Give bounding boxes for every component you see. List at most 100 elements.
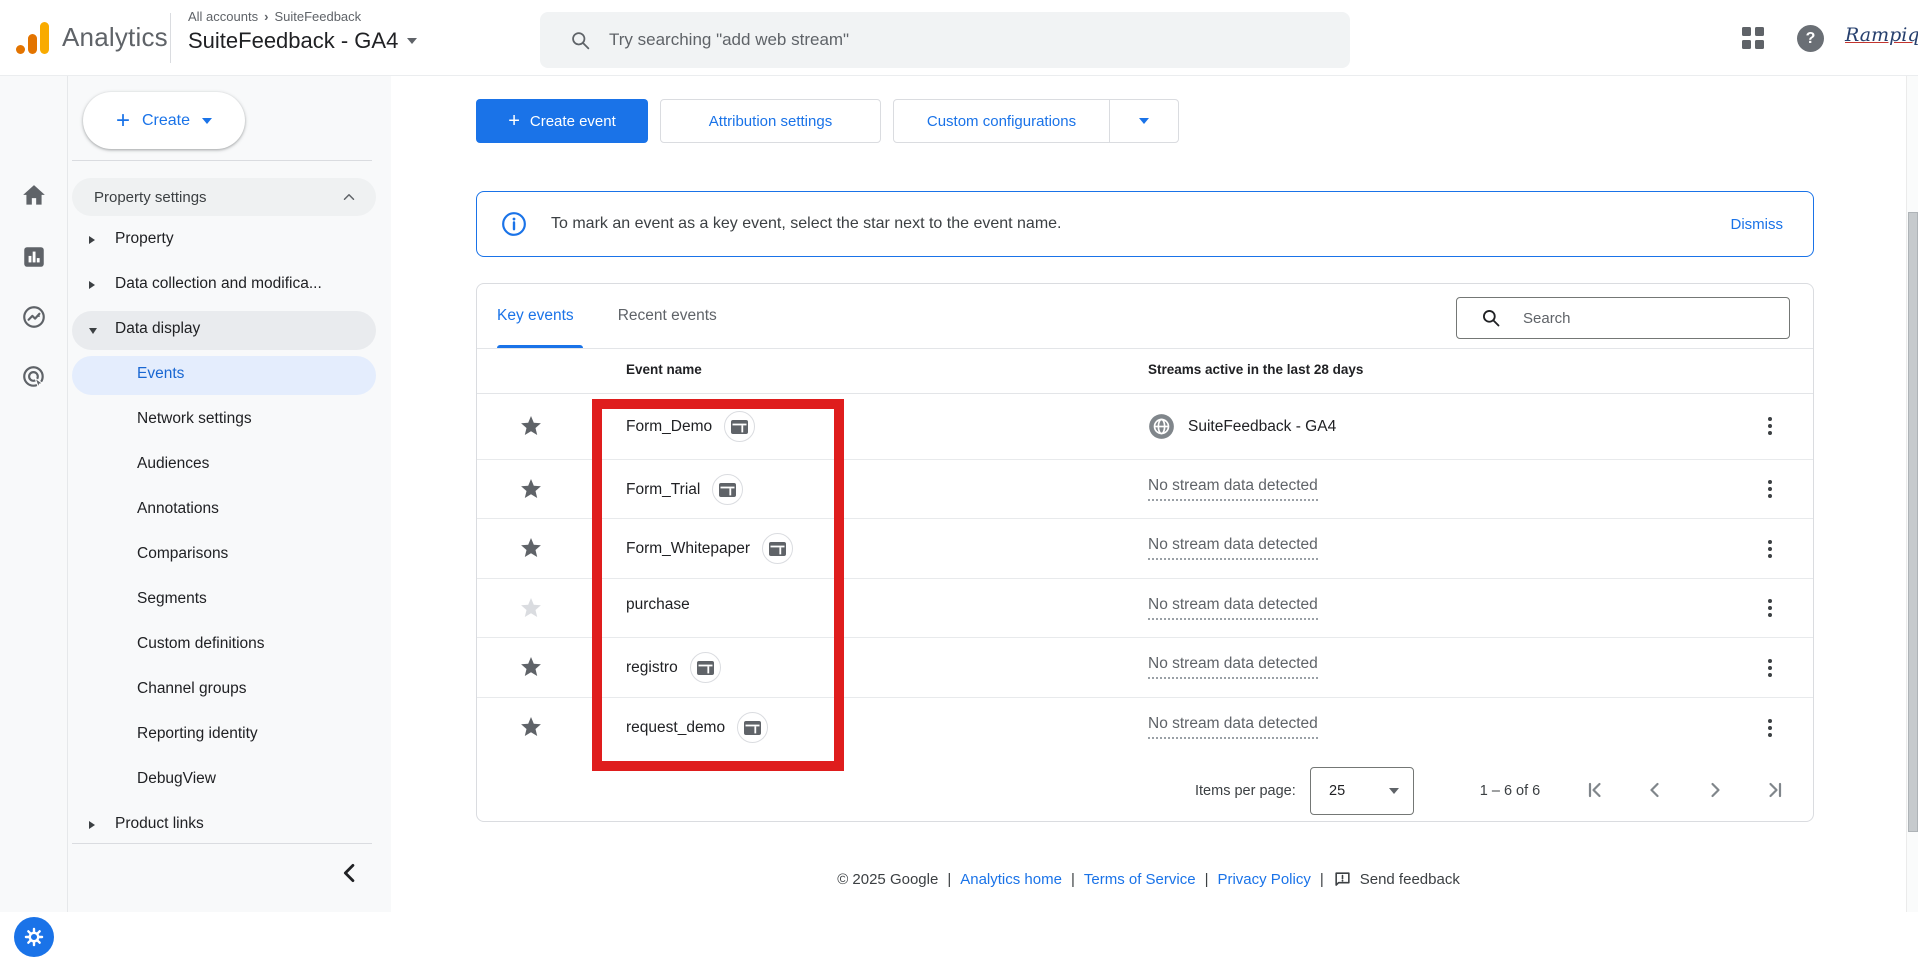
apps-grid-icon[interactable] xyxy=(1742,27,1764,49)
analytics-home-link[interactable]: Analytics home xyxy=(960,870,1062,888)
create-event-button[interactable]: + Create event xyxy=(476,99,648,143)
privacy-policy-link[interactable]: Privacy Policy xyxy=(1217,870,1311,888)
row-menu-button[interactable] xyxy=(1758,656,1782,680)
sidebar-item-annotations[interactable]: Annotations xyxy=(68,488,391,533)
sidebar-item-network-settings[interactable]: Network settings xyxy=(68,398,391,443)
sidebar-item-data-display[interactable]: Data display xyxy=(68,308,391,353)
help-icon[interactable]: ? xyxy=(1797,25,1824,52)
column-streams: Streams active in the last 28 days xyxy=(1148,362,1364,377)
reports-icon[interactable] xyxy=(21,244,47,270)
events-tabs: Key events Recent events xyxy=(497,284,717,348)
last-page-icon[interactable] xyxy=(1763,778,1787,802)
collapse-sidebar-icon[interactable] xyxy=(336,859,364,887)
tab-key-events[interactable]: Key events xyxy=(497,307,574,324)
breadcrumb-account[interactable]: All accounts xyxy=(188,9,259,24)
key-event-star-icon[interactable] xyxy=(519,536,543,560)
table-search[interactable] xyxy=(1456,297,1790,339)
sidebar-item-label: Data display xyxy=(115,320,201,337)
stream-status: No stream data detected xyxy=(1148,596,1318,620)
sidebar-item-segments[interactable]: Segments xyxy=(68,578,391,623)
stream-name: SuiteFeedback - GA4 xyxy=(1188,417,1337,435)
custom-configurations-button[interactable]: Custom configurations xyxy=(894,100,1110,142)
row-menu-button[interactable] xyxy=(1758,596,1782,620)
previous-page-icon[interactable] xyxy=(1643,778,1667,802)
sidebar-item-comparisons[interactable]: Comparisons xyxy=(68,533,391,578)
account-avatar[interactable]: Rampiq xyxy=(1845,24,1918,46)
expand-right-icon[interactable] xyxy=(89,236,95,244)
expand-right-icon[interactable] xyxy=(89,281,95,289)
key-event-star-icon[interactable] xyxy=(519,715,543,739)
analytics-logo-icon[interactable] xyxy=(16,21,52,55)
apps-grid-square xyxy=(1755,27,1764,36)
key-event-star-icon[interactable] xyxy=(519,414,543,438)
sidebar-divider xyxy=(72,160,372,161)
sidebar-item-label: Reporting identity xyxy=(137,725,258,742)
section-header-label: Property settings xyxy=(94,188,207,206)
created-event-icon[interactable] xyxy=(689,652,721,683)
event-name-cell: registro xyxy=(626,652,721,683)
sidebar-item-events[interactable]: Events xyxy=(68,353,391,398)
info-banner: To mark an event as a key event, select … xyxy=(476,191,1814,257)
items-per-page-select[interactable]: 25 xyxy=(1310,767,1414,815)
attribution-settings-button[interactable]: Attribution settings xyxy=(660,99,881,143)
section-property-settings[interactable]: Property settings xyxy=(72,178,376,216)
table-search-input[interactable] xyxy=(1523,309,1753,327)
key-event-star-icon-inactive[interactable] xyxy=(519,596,543,620)
advertising-icon[interactable] xyxy=(21,364,47,390)
event-name-cell: purchase xyxy=(626,596,690,614)
sidebar-item-data-collection[interactable]: Data collection and modifica... xyxy=(68,263,391,308)
items-per-page-label: Items per page: xyxy=(1195,783,1296,799)
app-header: Analytics All accounts › SuiteFeedback S… xyxy=(0,0,1918,76)
row-menu-button[interactable] xyxy=(1758,414,1782,438)
row-menu-button[interactable] xyxy=(1758,537,1782,561)
global-search-input[interactable] xyxy=(609,30,1229,50)
global-search[interactable] xyxy=(540,12,1350,68)
sidebar-item-property[interactable]: Property xyxy=(68,218,391,263)
home-icon[interactable] xyxy=(21,183,47,209)
expand-down-icon[interactable] xyxy=(89,328,97,334)
terms-of-service-link[interactable]: Terms of Service xyxy=(1083,870,1196,888)
stream-cell: No stream data detected xyxy=(1148,477,1318,501)
created-event-icon[interactable] xyxy=(737,712,769,743)
custom-configurations-dropdown[interactable] xyxy=(1110,100,1178,142)
row-menu-button[interactable] xyxy=(1758,716,1782,740)
explore-icon[interactable] xyxy=(21,304,47,330)
event-name: Form_Demo xyxy=(626,417,713,435)
sidebar-item-channel-groups[interactable]: Channel groups xyxy=(68,668,391,713)
created-event-icon[interactable] xyxy=(712,474,744,505)
scrollbar-thumb[interactable] xyxy=(1908,212,1918,832)
row-menu-button[interactable] xyxy=(1758,477,1782,501)
property-selector[interactable]: SuiteFeedback - GA4 xyxy=(188,28,418,54)
nav-selected-highlight xyxy=(72,356,376,395)
key-event-star-icon[interactable] xyxy=(519,655,543,679)
sidebar-item-label: Custom definitions xyxy=(137,635,265,652)
sidebar-item-product-links[interactable]: Product links xyxy=(68,803,391,848)
sidebar-item-label: Network settings xyxy=(137,410,252,427)
chevron-down-icon xyxy=(202,117,213,124)
create-button[interactable]: + Create xyxy=(83,92,245,149)
event-name: purchase xyxy=(626,596,690,613)
created-event-icon[interactable] xyxy=(724,411,756,442)
key-event-star-icon[interactable] xyxy=(519,477,543,501)
created-event-icon[interactable] xyxy=(762,533,794,564)
breadcrumb[interactable]: All accounts › SuiteFeedback xyxy=(188,9,361,24)
page-scrollbar[interactable] xyxy=(1906,76,1918,912)
tab-recent-events[interactable]: Recent events xyxy=(617,307,717,324)
sidebar-item-debugview[interactable]: DebugView xyxy=(68,758,391,803)
sidebar-item-reporting-identity[interactable]: Reporting identity xyxy=(68,713,391,758)
event-name-cell: request_demo xyxy=(626,712,769,743)
send-feedback-link[interactable]: Send feedback xyxy=(1333,870,1460,889)
footer-separator: | xyxy=(947,870,952,888)
first-page-icon[interactable] xyxy=(1583,778,1607,802)
admin-settings-button[interactable] xyxy=(14,917,54,957)
tabs-divider xyxy=(477,348,1813,349)
sidebar-item-audiences[interactable]: Audiences xyxy=(68,443,391,488)
breadcrumb-separator-icon: › xyxy=(264,9,269,24)
pagination-bar: Items per page: 25 1 – 6 of 6 xyxy=(477,758,1813,822)
sidebar-item-custom-definitions[interactable]: Custom definitions xyxy=(68,623,391,668)
breadcrumb-property[interactable]: SuiteFeedback xyxy=(274,9,362,24)
custom-configurations-label: Custom configurations xyxy=(926,112,1077,130)
dismiss-button[interactable]: Dismiss xyxy=(1730,215,1784,233)
next-page-icon[interactable] xyxy=(1703,778,1727,802)
expand-right-icon[interactable] xyxy=(89,821,95,829)
